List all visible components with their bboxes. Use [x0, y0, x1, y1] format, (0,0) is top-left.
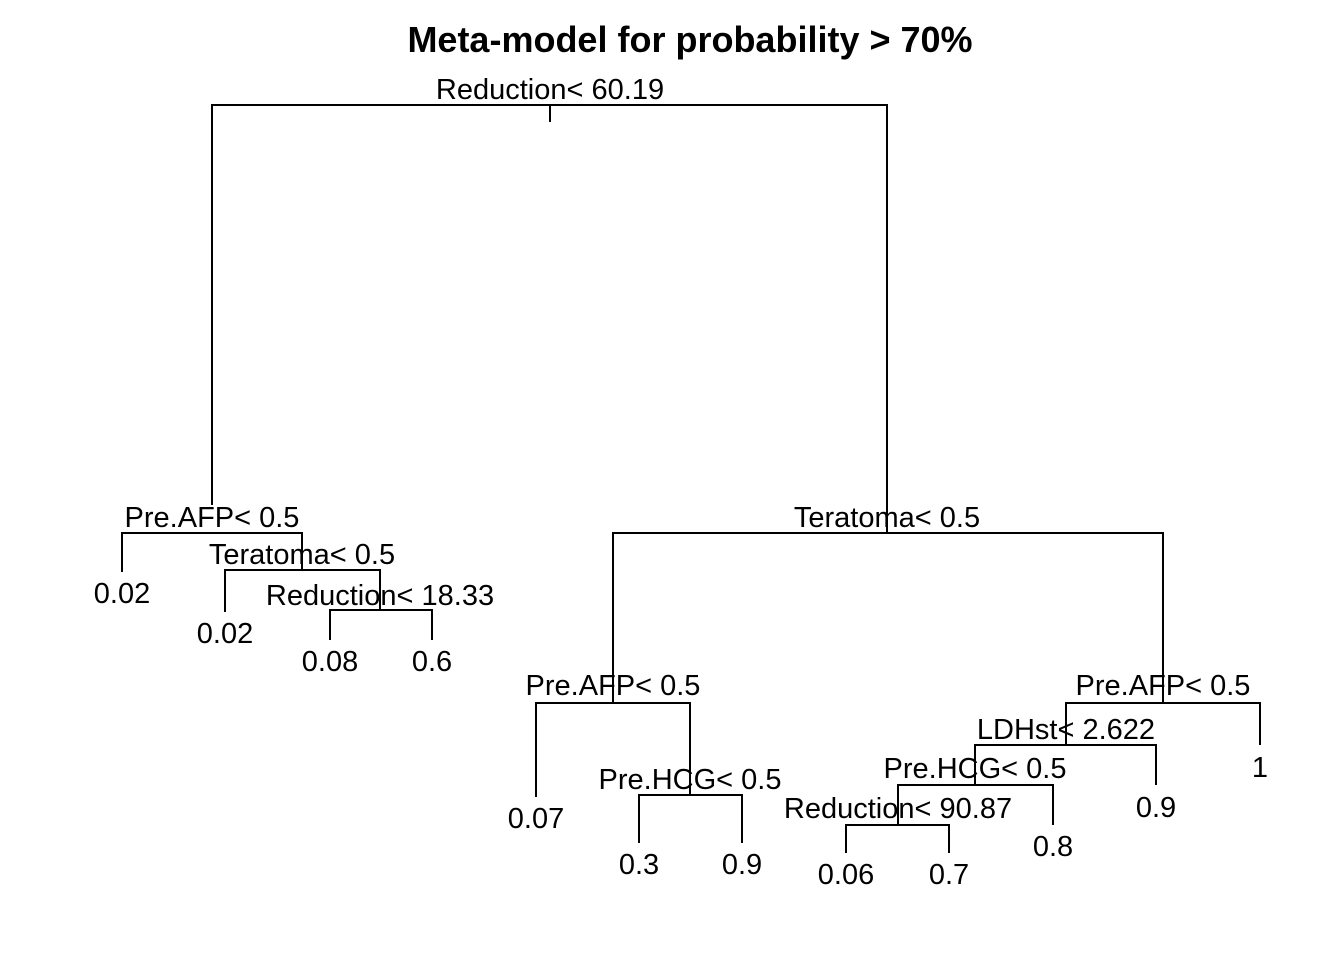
split-label: Pre.HCG< 0.5	[599, 764, 782, 796]
edges-n2	[121, 532, 303, 572]
branch-left-reduction	[329, 609, 433, 640]
leaf-value: 0.8	[1033, 831, 1073, 863]
edges-n3	[612, 532, 1164, 703]
root-branch	[211, 104, 888, 533]
leaf-value: 0.3	[619, 849, 659, 881]
branch-left-teratoma	[224, 569, 381, 612]
split-label: Pre.AFP< 0.5	[125, 502, 300, 534]
split-label: Teratoma< 0.5	[794, 502, 980, 534]
branch-right-reduction	[845, 824, 950, 853]
split-label: LDHst< 2.622	[977, 714, 1155, 746]
split-label: Reduction< 90.87	[784, 793, 1012, 825]
branch-mid-preafp	[535, 702, 691, 797]
split-label: Pre.HCG< 0.5	[884, 753, 1067, 785]
edges-n9	[974, 744, 1157, 785]
leaf-value: 0.08	[302, 646, 358, 678]
branch-right-prehcg	[897, 784, 1054, 825]
edges-n7	[1065, 702, 1261, 745]
edges-n5	[329, 609, 433, 640]
leaf-value: 0.7	[929, 859, 969, 891]
edges-n11	[845, 824, 950, 853]
edges-n10	[897, 784, 1054, 825]
split-label: Teratoma< 0.5	[209, 539, 395, 571]
leaf-value: 0.02	[94, 578, 150, 610]
leaf-value: 0.6	[412, 646, 452, 678]
leaf-value: 0.07	[508, 803, 564, 835]
branch-left-preafp	[121, 532, 303, 572]
leaf-value: 1	[1252, 752, 1268, 784]
branch-root	[211, 104, 888, 533]
split-label: Pre.AFP< 0.5	[526, 670, 701, 702]
leaf-value: 0.06	[818, 859, 874, 891]
branch-mid-prehcg	[638, 794, 743, 843]
leaf-value: 0.9	[722, 849, 762, 881]
branch-right-ldhst	[974, 744, 1157, 785]
branch-right-preafp	[1065, 702, 1261, 745]
leaf-value: 0.9	[1136, 792, 1176, 824]
split-label: Pre.AFP< 0.5	[1076, 670, 1251, 702]
chart-title: Meta-model for probability > 70%	[407, 19, 972, 60]
leaf-value: 0.02	[197, 618, 253, 650]
split-label: Reduction< 18.33	[266, 580, 494, 612]
edges-n8	[638, 794, 743, 843]
edges-n6	[535, 702, 691, 797]
branch-right-teratoma	[612, 532, 1164, 703]
edges-n4	[224, 569, 381, 612]
split-label: Reduction< 60.19	[436, 74, 664, 106]
